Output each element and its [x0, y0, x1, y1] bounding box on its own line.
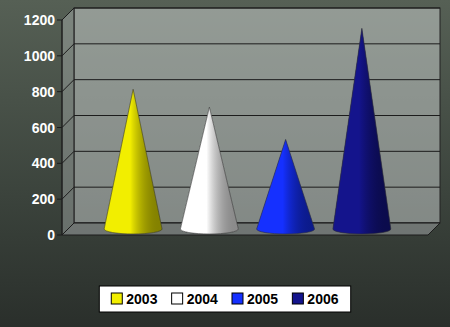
cone-base — [257, 139, 315, 234]
y-axis — [62, 20, 63, 235]
legend-box — [99, 286, 350, 312]
grid-line — [62, 116, 440, 128]
y-tick-label: 400 — [32, 155, 56, 171]
tick-mark — [57, 199, 62, 200]
tick-mark — [57, 91, 62, 92]
grid-line — [62, 44, 440, 56]
legend-swatch — [292, 293, 303, 304]
y-tick-label: 0 — [47, 227, 55, 243]
y-tick-label: 1200 — [24, 12, 55, 28]
grid-line — [62, 8, 440, 20]
cone-base — [104, 89, 162, 234]
tick-mark — [57, 55, 62, 56]
cone — [180, 107, 238, 234]
cone — [257, 139, 315, 234]
y-tick-label: 600 — [32, 120, 56, 136]
legend-swatch — [232, 293, 243, 304]
y-tick-label: 200 — [32, 191, 56, 207]
y-tick-label: 1000 — [24, 48, 55, 64]
y-tick-label: 800 — [32, 84, 56, 100]
tick-mark — [57, 163, 62, 164]
legend-label: 2005 — [247, 291, 278, 307]
legend-label: 2003 — [126, 291, 157, 307]
cone — [104, 89, 162, 234]
legend-label: 2006 — [307, 291, 338, 307]
chart: 0 200 400 600 800 1000 1200 2003 2004 2005 2006 — [0, 0, 450, 327]
cone-base — [333, 28, 391, 234]
cone — [333, 28, 391, 234]
legend: 2003 2004 2005 2006 — [99, 286, 350, 312]
tick-mark — [57, 127, 62, 128]
background — [0, 0, 450, 327]
legend-swatch — [172, 293, 183, 304]
legend-swatch — [111, 293, 122, 304]
grid-line — [62, 80, 440, 92]
cone-base — [180, 107, 238, 234]
marks — [104, 28, 391, 234]
legend-label: 2004 — [187, 291, 218, 307]
tick-mark — [57, 20, 62, 21]
